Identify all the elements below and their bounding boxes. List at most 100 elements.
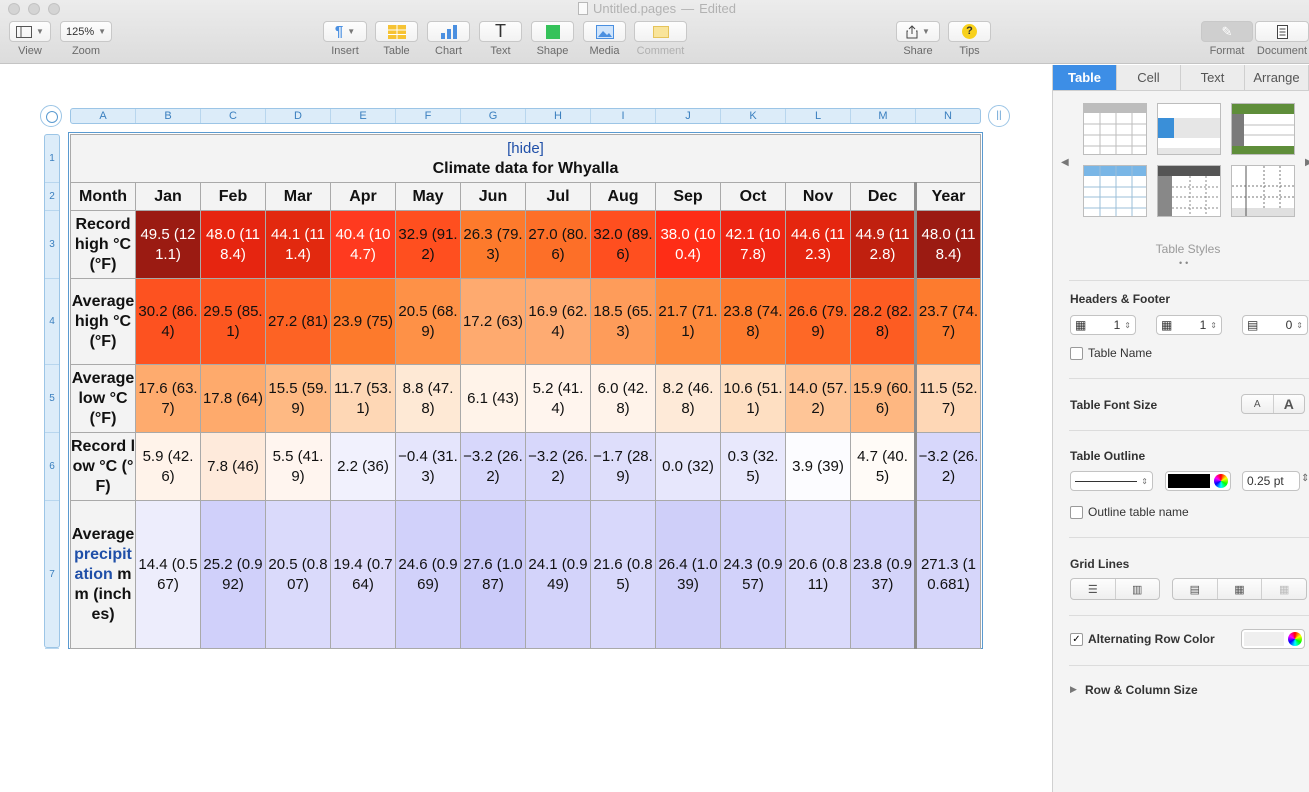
- column-header-g[interactable]: G: [461, 109, 526, 123]
- column-header-l[interactable]: L: [786, 109, 851, 123]
- table-style-5[interactable]: [1157, 165, 1221, 217]
- header-row-lines-icon[interactable]: ▤: [1173, 579, 1218, 599]
- data-cell[interactable]: 17.2 (63): [460, 278, 526, 365]
- zoom-window-button[interactable]: [48, 3, 60, 15]
- data-cell[interactable]: 26.4 (1.039): [655, 500, 721, 649]
- data-cell[interactable]: 271.3 (10.681): [914, 500, 981, 649]
- stepper-arrows-icon[interactable]: ⇕: [1301, 473, 1309, 484]
- stepper-arrows-icon[interactable]: ⇕: [1210, 320, 1217, 330]
- stepper-arrows-icon[interactable]: ⇕: [1124, 320, 1131, 330]
- column-header-a[interactable]: A: [71, 109, 136, 123]
- month-header-cell[interactable]: Aug: [590, 182, 656, 211]
- month-header-cell[interactable]: Sep: [655, 182, 721, 211]
- month-header-cell[interactable]: Year: [914, 182, 981, 211]
- data-cell[interactable]: 6.1 (43): [460, 364, 526, 433]
- text-control[interactable]: T Text: [479, 21, 522, 57]
- data-cell[interactable]: 11.5 (52.7): [914, 364, 981, 433]
- data-cell[interactable]: −3.2 (26.2): [460, 432, 526, 501]
- comment-control[interactable]: Comment: [634, 21, 687, 57]
- month-header-cell[interactable]: Dec: [850, 182, 916, 211]
- data-cell[interactable]: 15.9 (60.6): [850, 364, 916, 433]
- data-cell[interactable]: 27.2 (81): [265, 278, 331, 365]
- share-control[interactable]: ▼ Share: [896, 21, 940, 57]
- select-table-handle[interactable]: [40, 105, 62, 127]
- data-cell[interactable]: 30.2 (86.4): [135, 278, 201, 365]
- insert-control[interactable]: ¶ ▼ Insert: [323, 21, 367, 57]
- data-cell[interactable]: 24.6 (0.969): [395, 500, 461, 649]
- tips-control[interactable]: ? Tips: [948, 21, 991, 57]
- zoom-select[interactable]: 125% ▼: [60, 21, 112, 42]
- footer-lines-icon[interactable]: ▦: [1278, 583, 1290, 596]
- column-header-e[interactable]: E: [331, 109, 396, 123]
- row-header-3[interactable]: 3: [45, 211, 59, 279]
- row-label[interactable]: Record high °C (°F): [70, 210, 136, 279]
- zoom-control[interactable]: 125% ▼ Zoom: [60, 21, 112, 57]
- page-dots[interactable]: ••: [1179, 258, 1192, 268]
- month-header-cell[interactable]: Jun: [460, 182, 526, 211]
- data-cell[interactable]: 21.6 (0.85): [590, 500, 656, 649]
- outline-width-field[interactable]: 0.25 pt: [1242, 471, 1300, 491]
- data-cell[interactable]: 23.9 (75): [330, 278, 396, 365]
- data-cell[interactable]: 0.3 (32.5): [720, 432, 786, 501]
- data-cell[interactable]: −1.7 (28.9): [590, 432, 656, 501]
- precipitation-link[interactable]: precipitation: [74, 545, 132, 583]
- data-cell[interactable]: 42.1 (107.8): [720, 210, 786, 279]
- month-header-cell[interactable]: Mar: [265, 182, 331, 211]
- data-cell[interactable]: 3.9 (39): [785, 432, 851, 501]
- data-cell[interactable]: −3.2 (26.2): [525, 432, 591, 501]
- row-header-2[interactable]: 2: [45, 183, 59, 211]
- data-cell[interactable]: 17.8 (64): [200, 364, 266, 433]
- outline-table-name-checkbox[interactable]: [1070, 506, 1083, 519]
- row-label[interactable]: Average low °C (°F): [70, 364, 136, 433]
- table-style-1[interactable]: [1083, 103, 1147, 155]
- data-cell[interactable]: 20.5 (68.9): [395, 278, 461, 365]
- data-cell[interactable]: 0.0 (32): [655, 432, 721, 501]
- table-button[interactable]: [375, 21, 418, 42]
- grid-lines-group-2[interactable]: ▤ ▦ ▦: [1172, 578, 1307, 600]
- row-header-6[interactable]: 6: [45, 433, 59, 501]
- data-cell[interactable]: 11.7 (53.1): [330, 364, 396, 433]
- month-header-cell[interactable]: Nov: [785, 182, 851, 211]
- text-button[interactable]: T: [479, 21, 522, 42]
- header-rows-stepper[interactable]: ▦ 1 ⇕: [1070, 315, 1136, 335]
- data-cell[interactable]: 48.0 (118.4): [914, 210, 981, 279]
- media-control[interactable]: Media: [583, 21, 626, 57]
- row-label[interactable]: Average high °C (°F): [70, 278, 136, 365]
- data-cell[interactable]: 5.2 (41.4): [525, 364, 591, 433]
- footer-rows-stepper[interactable]: ▤ 0 ⇕: [1242, 315, 1308, 335]
- row-header-7[interactable]: 7: [45, 501, 59, 649]
- tab-text[interactable]: Text: [1181, 65, 1245, 90]
- tab-cell[interactable]: Cell: [1117, 65, 1181, 90]
- data-cell[interactable]: −0.4 (31.3): [395, 432, 461, 501]
- document-button[interactable]: [1255, 21, 1309, 42]
- row-header-1[interactable]: 1: [45, 135, 59, 183]
- media-button[interactable]: [583, 21, 626, 42]
- column-header-i[interactable]: I: [591, 109, 656, 123]
- chart-control[interactable]: Chart: [427, 21, 470, 57]
- data-cell[interactable]: 8.8 (47.8): [395, 364, 461, 433]
- format-button[interactable]: ✎: [1201, 21, 1253, 42]
- alternating-color-well[interactable]: [1241, 629, 1305, 649]
- data-cell[interactable]: 21.7 (71.1): [655, 278, 721, 365]
- month-header-cell[interactable]: Jan: [135, 182, 201, 211]
- data-cell[interactable]: 27.6 (1.087): [460, 500, 526, 649]
- row-label[interactable]: Average precipitation mm (inches): [70, 500, 136, 649]
- data-cell[interactable]: 44.6 (112.3): [785, 210, 851, 279]
- data-cell[interactable]: 27.0 (80.6): [525, 210, 591, 279]
- format-control[interactable]: ✎ Format: [1201, 21, 1253, 57]
- color-wheel-icon[interactable]: [1288, 632, 1302, 646]
- view-control[interactable]: ▼ View: [9, 21, 51, 57]
- column-header-j[interactable]: J: [656, 109, 721, 123]
- smaller-font-button[interactable]: A: [1242, 395, 1274, 413]
- climate-table[interactable]: [hide] Climate data for Whyalla Month Jan…: [70, 134, 981, 649]
- month-header-cell[interactable]: Oct: [720, 182, 786, 211]
- data-cell[interactable]: 23.8 (0.937): [850, 500, 916, 649]
- data-cell[interactable]: 24.3 (0.957): [720, 500, 786, 649]
- disclosure-triangle-icon[interactable]: ▶: [1070, 684, 1077, 694]
- data-cell[interactable]: 25.2 (0.992): [200, 500, 266, 649]
- data-cell[interactable]: 40.4 (104.7): [330, 210, 396, 279]
- data-cell[interactable]: 16.9 (62.4): [525, 278, 591, 365]
- data-cell[interactable]: 4.7 (40.5): [850, 432, 916, 501]
- data-cell[interactable]: 26.3 (79.3): [460, 210, 526, 279]
